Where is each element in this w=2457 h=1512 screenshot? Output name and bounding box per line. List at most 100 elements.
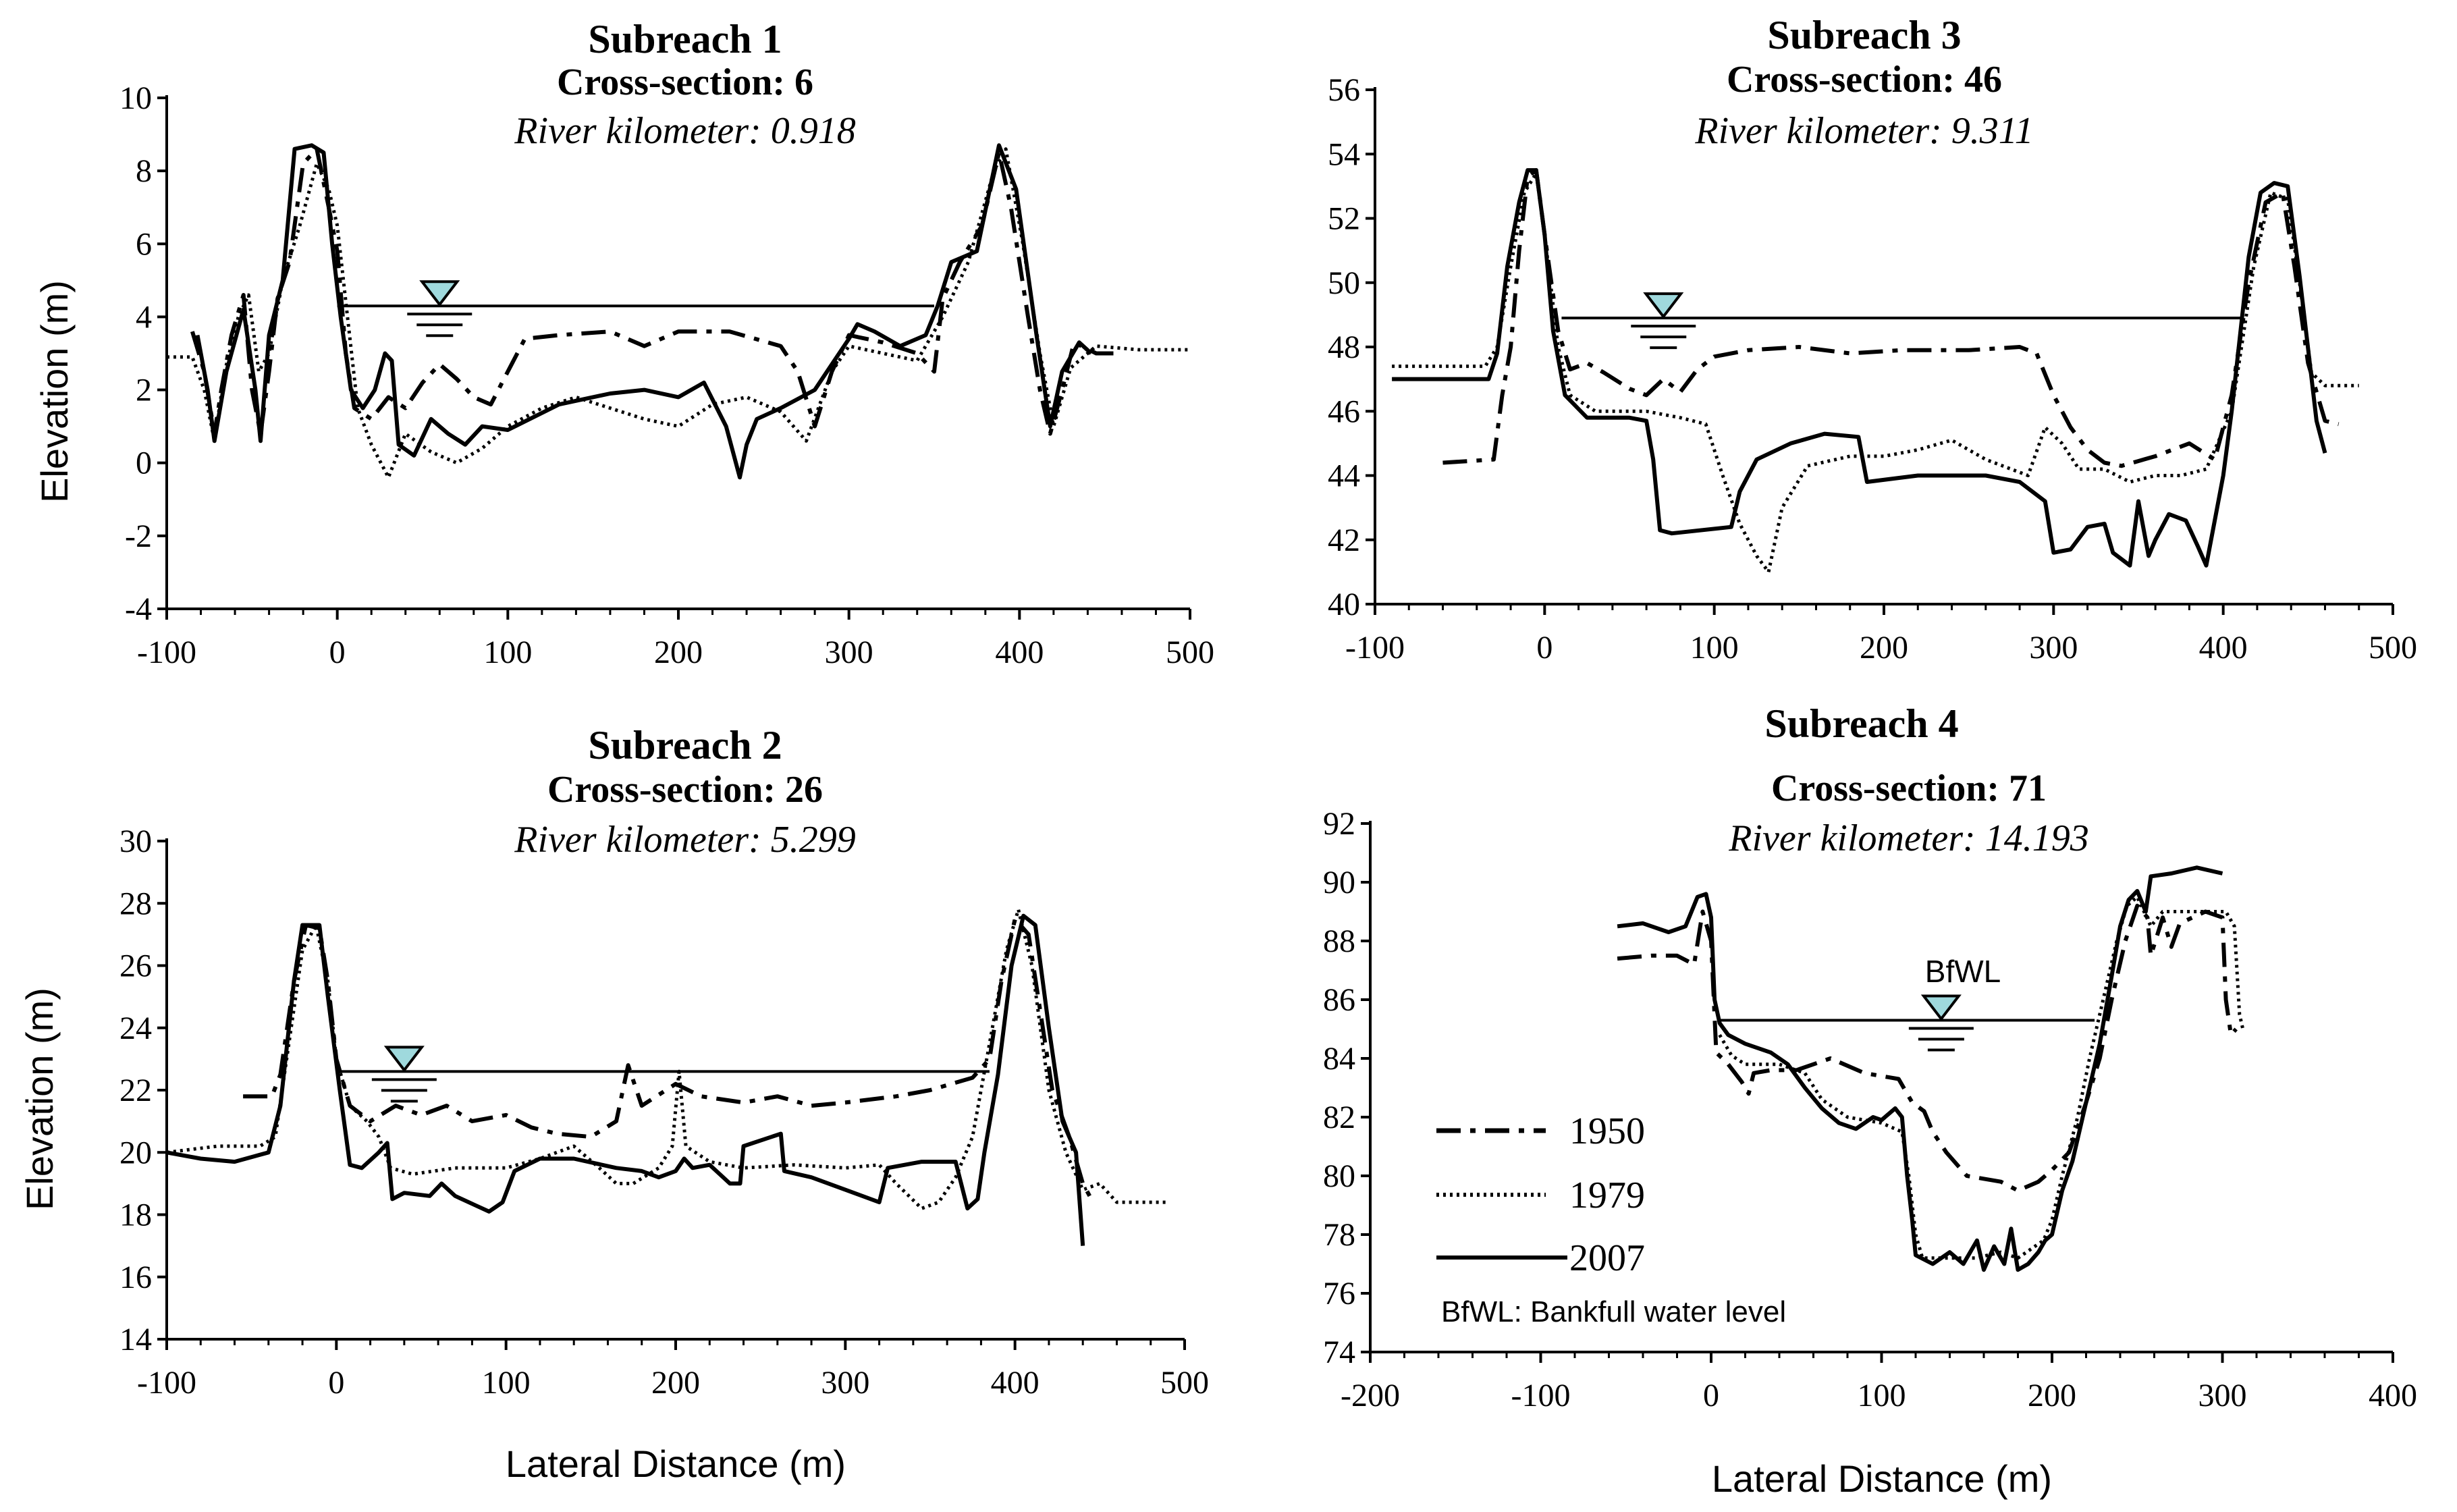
x-tick-label: -100 [1511,1378,1571,1413]
water-level-symbol [1643,292,1684,319]
y-tick-label: 16 [119,1260,152,1295]
x-axis-label: Lateral Distance (m) [506,1442,846,1485]
y-tick-label: 52 [1328,201,1360,237]
cross-section-label: Cross-section: 46 [1727,59,2002,101]
y-tick-label: 86 [1323,982,1355,1018]
y-tick-label: 10 [119,80,152,116]
x-tick-label: 100 [482,1365,531,1401]
y-tick-label: 30 [119,824,152,859]
y-tick-label: 24 [119,1010,152,1046]
y-axis-label: Elevation (m) [33,280,76,503]
water-level-symbol [383,1046,425,1073]
y-tick-label: 20 [119,1135,152,1170]
x-tick-label: -200 [1341,1378,1400,1413]
series-line-1979 [1718,895,2245,1260]
panel-subreach-4: Subreach 4 Cross-section: 71 River kilom… [1323,701,2417,1500]
cross-section-label: Cross-section: 6 [557,61,813,103]
river-kilometer-label: River kilometer: 9.311 [1694,110,2033,152]
x-tick-label: 300 [2029,630,2078,666]
panel-subreach-1: Subreach 1 Cross-section: 6 River kilome… [33,17,1214,670]
axes: -4 -2 0 2 4 6 8 10 -100 0 100 200 300 400 500 [119,80,1214,670]
x-tick-label: 300 [821,1365,869,1401]
y-tick-label: -2 [125,518,152,554]
y-tick-label: 4 [136,299,152,335]
river-kilometer-label: River kilometer: 0.918 [514,110,855,152]
cross-section-label: Cross-section: 71 [1771,767,2047,809]
y-tick-label: 14 [119,1322,152,1357]
x-tick-label: 400 [2369,1378,2417,1413]
axes: 14 16 18 20 22 24 26 28 30 -100 0 100 200 300 400 500 [119,824,1209,1401]
series-line-1979 [167,147,1190,479]
y-axis-label: Elevation (m) [18,988,61,1210]
y-tick-label: 2 [136,373,152,408]
legend-label-1979: 1979 [1569,1174,1645,1216]
y-tick-label: 42 [1328,522,1360,558]
legend: 1950 1979 2007 BfWL: Bankfull water leve… [1436,1110,1786,1328]
panel-title: Subreach 1 [588,17,782,61]
x-tick-label: 200 [1860,630,1908,666]
y-tick-label: 44 [1328,458,1360,494]
bankfull-line-group [1719,994,2095,1052]
x-tick-label: 200 [2028,1378,2076,1413]
y-tick-label: 92 [1323,806,1355,842]
y-tick-label: 78 [1323,1217,1355,1253]
y-tick-label: 80 [1323,1158,1355,1194]
x-tick-label: -100 [137,634,196,670]
x-tick-label: 100 [1690,630,1739,666]
cross-section-label: Cross-section: 26 [547,769,823,811]
y-tick-label: 46 [1328,394,1360,429]
y-tick-label: 84 [1323,1041,1355,1077]
y-tick-label: 88 [1323,923,1355,959]
y-tick-label: 76 [1323,1276,1355,1312]
y-tick-label: 82 [1323,1100,1355,1135]
series-group [1617,865,2245,1272]
y-tick-label: 18 [119,1197,152,1233]
x-tick-label: 500 [1166,634,1214,670]
bfwl-note: BfWL: Bankfull water level [1441,1295,1786,1328]
bankfull-line-group [340,1046,990,1103]
legend-label-1950: 1950 [1569,1110,1645,1152]
water-level-symbol [419,280,460,307]
y-tick-label: 28 [119,886,152,921]
bankfull-line-group [337,280,934,338]
x-tick-label: 500 [2369,630,2417,666]
x-tick-label: 0 [1536,630,1552,666]
bfwl-label: BfWL [1925,954,2001,989]
y-tick-label: 22 [119,1073,152,1108]
y-tick-label: 0 [136,446,152,481]
x-tick-label: 100 [483,634,532,670]
series-line-1979 [166,908,1168,1210]
y-tick-label: 90 [1323,865,1355,900]
panel-title: Subreach 4 [1764,701,1958,746]
water-level-symbol [1920,994,1962,1021]
x-tick-label: 500 [1160,1365,1209,1401]
x-tick-label: 100 [1858,1378,1906,1413]
y-tick-label: 40 [1328,587,1360,622]
x-axis-label: Lateral Distance (m) [1712,1457,2052,1500]
series-group [167,143,1190,480]
x-tick-label: 300 [825,634,873,670]
series-group [166,908,1168,1246]
series-group [1392,168,2359,574]
x-tick-label: 200 [654,634,703,670]
y-tick-label: 48 [1328,329,1360,365]
x-tick-label: 300 [2198,1378,2247,1413]
panel-title: Subreach 3 [1767,13,1961,57]
series-line-2007 [195,143,1093,480]
x-tick-label: 400 [995,634,1044,670]
series-line-1950 [1617,903,2238,1193]
y-tick-label: 50 [1328,265,1360,301]
legend-label-2007: 2007 [1569,1237,1645,1279]
y-tick-label: -4 [125,591,152,627]
y-tick-label: 26 [119,948,152,984]
river-kilometer-label: River kilometer: 14.193 [1728,817,2088,859]
y-tick-label: 8 [136,153,152,189]
y-tick-label: 54 [1328,136,1360,172]
river-kilometer-label: River kilometer: 5.299 [514,819,855,861]
y-tick-label: 74 [1323,1334,1355,1370]
y-tick-label: 56 [1328,72,1360,108]
axes: 74 76 78 80 82 84 86 88 90 92 -200 -100 0 100 200 300 40… [1323,806,2417,1413]
axes: 40 42 44 46 48 50 52 54 56 -100 0 100 200 300 400 500 [1328,72,2417,666]
x-tick-label: -100 [137,1365,196,1401]
